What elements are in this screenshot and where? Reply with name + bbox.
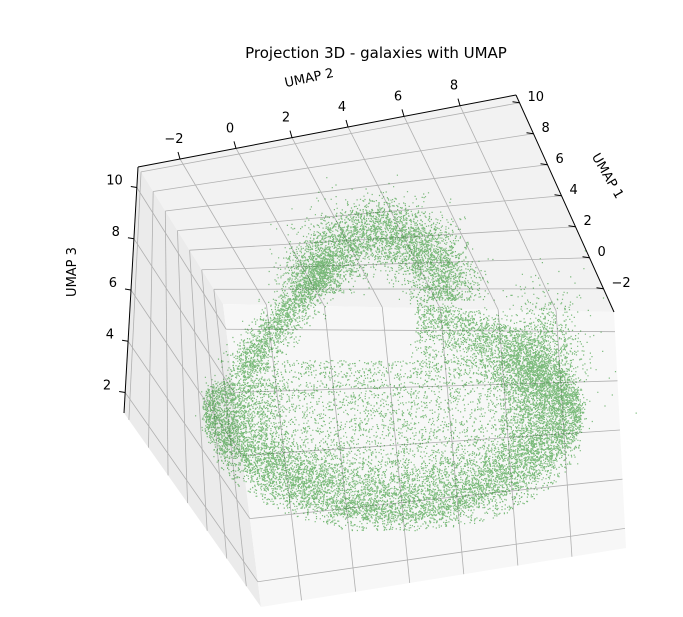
x-tick xyxy=(233,141,237,149)
chart-title: Projection 3D - galaxies with UMAP xyxy=(245,44,507,62)
z-tick-label: 10 xyxy=(106,174,123,189)
pane-xy xyxy=(138,95,614,312)
z-tick-label: 8 xyxy=(112,225,120,240)
x-tick-label: 8 xyxy=(450,79,458,94)
grid-line-x xyxy=(179,158,267,306)
y-tick-label: −2 xyxy=(612,276,631,291)
z-tick xyxy=(130,186,137,188)
x-tick-label: 2 xyxy=(282,111,290,126)
grid-line-z xyxy=(136,187,227,330)
grid-line-z xyxy=(241,429,621,456)
y-tick-label: 6 xyxy=(556,152,564,167)
x-tick xyxy=(177,151,181,160)
x-tick-label: 4 xyxy=(338,100,346,115)
scatter-points xyxy=(195,174,637,532)
z-tick xyxy=(127,237,134,240)
grid-line-z xyxy=(124,392,259,582)
y-tick xyxy=(540,163,548,166)
grid-line-y xyxy=(213,288,604,290)
grid-line-z xyxy=(257,527,626,583)
y-tick xyxy=(554,194,562,197)
grid-line-y xyxy=(165,164,548,212)
tick-labels: −2 0 2 4 6 8 −2 0 2 4 6 8 10 2 4 6 8 10 xyxy=(103,79,631,394)
x-tick xyxy=(345,119,349,128)
z-tick xyxy=(122,339,129,342)
x-tick-label: 0 xyxy=(226,121,234,136)
x-tick xyxy=(401,109,405,117)
y-axis-line xyxy=(515,94,615,313)
x-axis-line xyxy=(137,94,517,168)
y-axis-label: UMAP 1 xyxy=(588,151,626,202)
x-axis-label: UMAP 2 xyxy=(283,66,335,91)
grid-line-x xyxy=(459,105,557,311)
y-tick-label: 8 xyxy=(542,121,550,136)
y-tick xyxy=(512,101,520,104)
grid-line-z xyxy=(127,341,251,519)
y-tick-label: 2 xyxy=(584,214,592,229)
scatter-series xyxy=(195,174,637,532)
y-tick xyxy=(526,132,534,135)
grid-line-z xyxy=(226,328,616,333)
z-tick-label: 2 xyxy=(103,379,111,394)
z-tick xyxy=(119,391,126,393)
grid-line-y xyxy=(140,102,520,173)
grid-line-z xyxy=(133,238,235,393)
grid-line-z xyxy=(130,289,243,456)
z-tick-label: 4 xyxy=(106,327,114,342)
y-tick-label: 10 xyxy=(528,90,545,105)
grid-line-y xyxy=(153,133,534,192)
z-axis-label: UMAP 3 xyxy=(65,247,80,297)
z-tick xyxy=(124,288,132,291)
x-tick-label: −2 xyxy=(164,132,183,147)
pane-xz xyxy=(124,167,261,607)
x-tick-label: 6 xyxy=(394,89,402,104)
y-tick xyxy=(582,256,590,259)
z-tick-label: 6 xyxy=(109,276,117,291)
x-tick xyxy=(457,98,461,106)
grid-line-z xyxy=(249,478,623,520)
x-tick xyxy=(289,130,293,138)
grid-line-y xyxy=(201,257,590,271)
y-tick-label: 0 xyxy=(598,245,606,260)
y-tick-label: 4 xyxy=(570,183,578,198)
y-tick xyxy=(568,225,576,228)
y-tick xyxy=(596,287,604,290)
